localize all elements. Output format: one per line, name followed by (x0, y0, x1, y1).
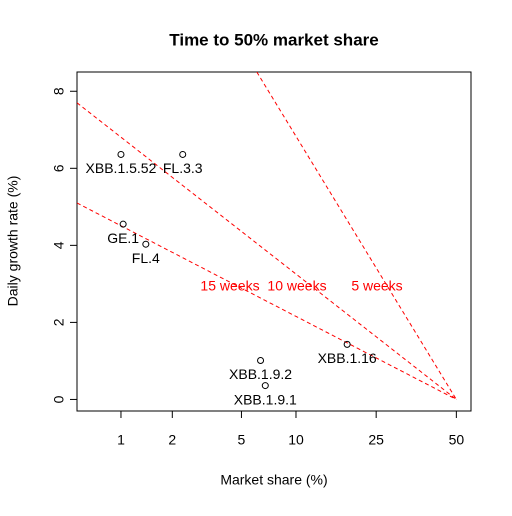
point (261, 382, 269, 390)
x-tick-label: 1 (117, 432, 125, 448)
x-tick-label: 5 (238, 432, 246, 448)
reference-line-label: 10 weeks (267, 278, 326, 294)
point (343, 340, 351, 348)
point (119, 220, 127, 228)
point-label: FL.4 (132, 250, 160, 266)
point (257, 357, 265, 365)
y-tick-label: 8 (51, 87, 67, 95)
x-axis-label: Market share (%) (220, 472, 327, 488)
y-tick-label: 6 (51, 164, 67, 172)
point-label: XBB.1.9.2 (229, 366, 292, 382)
x-tick-label: 25 (368, 432, 384, 448)
point (179, 150, 187, 158)
point-label: GE.1 (107, 230, 139, 246)
y-tick-label: 0 (51, 395, 67, 403)
reference-line-label: 15 weeks (200, 278, 259, 294)
reference-line (77, 202, 457, 400)
point-label: XBB.1.9.1 (234, 391, 297, 407)
reference-line (77, 102, 457, 400)
point-label: XBB.1.5.52 (86, 160, 157, 176)
plot-frame (76, 71, 472, 412)
x-tick-label: 2 (168, 432, 176, 448)
reference-line (256, 72, 457, 400)
point (142, 240, 150, 248)
x-tick-label: 50 (449, 432, 465, 448)
y-axis-label: Daily growth rate (%) (5, 176, 21, 307)
x-tick-label: 10 (288, 432, 304, 448)
y-tick-label: 4 (51, 241, 67, 249)
point-label: FL.3.3 (163, 160, 203, 176)
chart-title: Time to 50% market share (169, 30, 378, 49)
y-tick-label: 2 (51, 318, 67, 326)
point-label: XBB.1.16 (318, 350, 377, 366)
point (117, 150, 125, 158)
reference-line-label: 5 weeks (351, 278, 402, 294)
